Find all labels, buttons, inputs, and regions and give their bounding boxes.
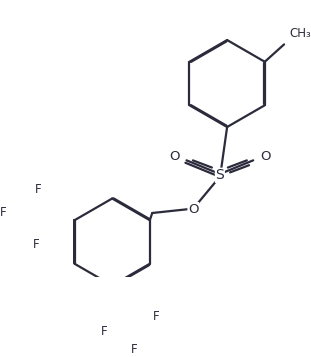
Text: S: S <box>216 168 224 182</box>
Text: F: F <box>33 238 39 251</box>
Text: F: F <box>35 183 42 196</box>
Text: F: F <box>101 325 107 338</box>
Text: F: F <box>153 310 160 323</box>
Text: O: O <box>260 150 271 163</box>
Text: CH₃: CH₃ <box>289 27 311 40</box>
Text: F: F <box>131 343 137 356</box>
Text: O: O <box>188 203 198 216</box>
Text: O: O <box>169 150 180 163</box>
Text: F: F <box>0 206 7 220</box>
